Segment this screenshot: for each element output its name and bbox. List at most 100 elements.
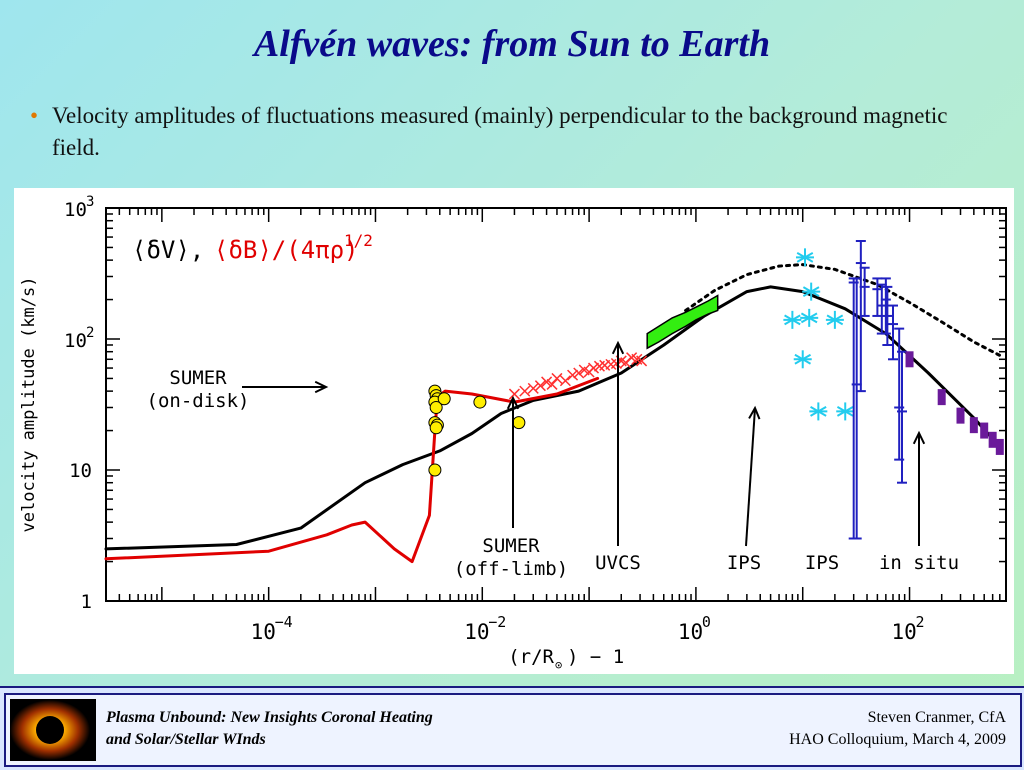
- in-situ-point: [980, 422, 989, 439]
- chart-marks: [428, 239, 1004, 540]
- sumer-offlimb-point: [636, 355, 648, 367]
- sumer-offlimb-point: [559, 375, 571, 387]
- x-axis-label: (r/R: [508, 646, 554, 668]
- annotation-arrowhead: [611, 340, 625, 355]
- in-situ-point: [995, 438, 1004, 455]
- annotation-label: SUMER(off-limb): [454, 395, 568, 580]
- annotation-line: in situ: [879, 552, 959, 574]
- annotation-label: SUMER(on-disk): [147, 367, 329, 412]
- footer-right-line1: Steven Cranmer, CfA: [867, 709, 1006, 726]
- chart-panel: 10 −4 10 −2 10 0 10 2 1 10 10 2 10 3 (r/R ⊙) − 1 velocit…: [14, 188, 1014, 674]
- y-tick-label: 10: [64, 199, 87, 221]
- y-tick-label: 10: [64, 330, 87, 352]
- annotation-arrow: [745, 407, 756, 547]
- x-tick-label: 10: [892, 620, 917, 644]
- bullet-point: • Velocity amplitudes of fluctuations me…: [30, 100, 960, 164]
- annotation-arrowhead: [314, 380, 329, 394]
- uvcs-band: [646, 294, 719, 350]
- ips-star-point: [800, 308, 819, 327]
- in-situ-point: [937, 389, 946, 406]
- annotation-arrowhead: [912, 430, 926, 445]
- annotation-line: IPS: [805, 552, 839, 574]
- sumer-disk-point: [429, 421, 443, 435]
- annotation-line: SUMER: [169, 367, 227, 389]
- in-situ-point: [905, 351, 914, 368]
- ips-star-point: [802, 282, 821, 301]
- annotation-label: IPS: [805, 552, 839, 574]
- model-red-line: [104, 376, 600, 564]
- sumer-offlimb-point: [519, 385, 531, 397]
- ips-star-point: [793, 350, 812, 369]
- annotation-arrowhead: [506, 395, 520, 410]
- model-dotted-line: [684, 263, 1002, 357]
- footer-right-line2: HAO Colloquium, March 4, 2009: [789, 731, 1006, 748]
- y-tick-label: 10: [69, 460, 92, 482]
- sumer-offlimb-point: [551, 372, 563, 384]
- x-tick-label: 10: [464, 620, 489, 644]
- annotation-line: SUMER: [482, 535, 540, 557]
- ips-star-point: [825, 310, 844, 329]
- solar-eclipse-logo: [10, 699, 96, 761]
- y-tick-label: 1: [81, 591, 92, 613]
- sumer-disk-point: [428, 463, 442, 477]
- slide-footer: Plasma Unbound: New Insights Coronal Hea…: [0, 686, 1024, 770]
- ips-star-point: [783, 310, 802, 329]
- sumer-disk-point: [512, 416, 526, 430]
- sumer-offlimb-point: [508, 388, 520, 400]
- annotation-label: UVCS: [595, 340, 641, 574]
- ips-star-point: [836, 402, 855, 421]
- sumer-disk-point: [473, 395, 487, 409]
- x-tick-label: 10: [251, 620, 276, 644]
- x-tick-label: 10: [678, 620, 703, 644]
- eclipse-icon: [10, 699, 96, 761]
- footer-left-text: Plasma Unbound: New Insights Coronal Hea…: [106, 707, 433, 751]
- annotation-line: UVCS: [595, 552, 641, 574]
- footer-right-text: Steven Cranmer, CfA HAO Colloquium, Marc…: [789, 707, 1006, 751]
- x-tick-label-exp: 0: [702, 613, 711, 631]
- sumer-offlimb-point: [534, 380, 546, 392]
- ips-errorbar: [859, 266, 870, 317]
- chart-annotations: SUMER(on-disk)SUMER(off-limb) UVCS IPS IPS i…: [147, 340, 959, 580]
- footer-frame: Plasma Unbound: New Insights Coronal Hea…: [4, 693, 1022, 767]
- sumer-offlimb-point: [587, 362, 600, 374]
- x-tick-label-exp: −4: [275, 613, 293, 631]
- sumer-offlimb-point: [567, 369, 579, 381]
- in-situ-point: [988, 431, 997, 448]
- footer-left-line2: and Solar/Stellar WInds: [106, 731, 266, 748]
- in-situ-point: [969, 417, 978, 434]
- sumer-offlimb-point: [573, 367, 585, 379]
- bullet-text: Velocity amplitudes of fluctuations meas…: [52, 103, 948, 160]
- legend-dv: ⟨δV⟩,: [132, 236, 204, 264]
- bullet-marker: •: [30, 103, 39, 128]
- ips-errorbar: [887, 304, 898, 361]
- legend-exp: 1/2: [344, 231, 373, 250]
- sumer-disk-point: [437, 392, 451, 406]
- x-axis-label-tail: ) − 1: [567, 646, 624, 668]
- footer-left-line1: Plasma Unbound: New Insights Coronal Hea…: [106, 709, 433, 726]
- ips-errorbar: [882, 285, 893, 346]
- ips-star-point: [809, 402, 828, 421]
- ips-star-point: [795, 248, 814, 267]
- slide-title: Alfvén waves: from Sun to Earth: [253, 23, 771, 65]
- sumer-offlimb-point: [546, 378, 558, 390]
- sumer-offlimb-point: [541, 376, 553, 388]
- sumer-disk-point: [429, 400, 443, 414]
- x-tick-label-exp: −2: [488, 613, 506, 631]
- model-black-line: [104, 285, 1002, 551]
- annotation-arrowhead: [748, 405, 761, 420]
- x-tick-label-exp: 2: [916, 613, 925, 631]
- annotation-line: (off-limb): [454, 558, 568, 580]
- sumer-offlimb-point: [527, 382, 539, 394]
- annotation-line: IPS: [727, 552, 761, 574]
- y-tick-label-exp: 3: [86, 194, 94, 210]
- y-tick-label-exp: 2: [86, 325, 94, 341]
- chart-series: [104, 263, 1002, 564]
- ips-errorbar: [896, 350, 907, 484]
- annotation-label: in situ: [879, 430, 959, 574]
- legend-db: ⟨δB⟩/(4πρ): [214, 236, 359, 264]
- x-axis-label-sub: ⊙: [555, 658, 562, 672]
- y-axis-label: velocity amplitude (km/s): [19, 277, 39, 533]
- annotation-line: (on-disk): [147, 390, 250, 412]
